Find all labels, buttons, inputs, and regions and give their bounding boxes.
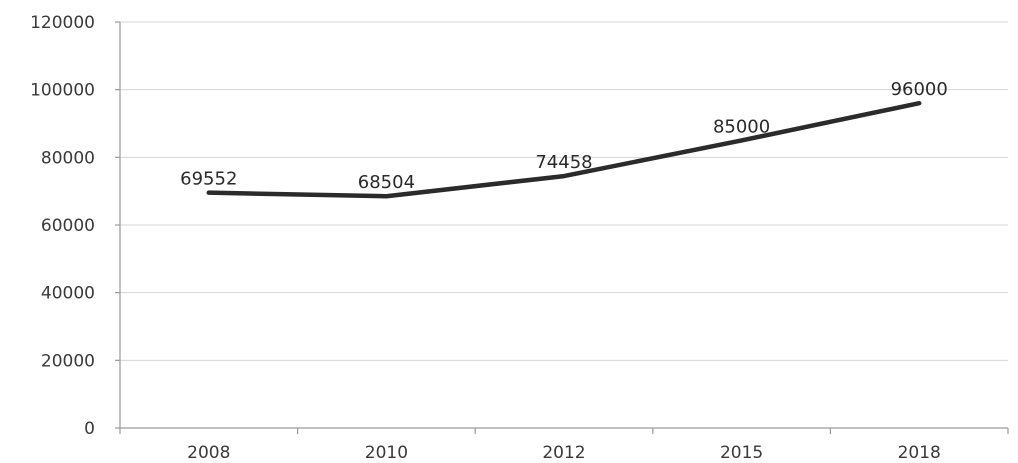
series-group [206, 100, 922, 199]
y-tick-label: 100000 [30, 81, 95, 101]
x-tick-label: 2015 [720, 443, 763, 463]
y-tick-label: 80000 [41, 148, 95, 168]
y-tick-label: 120000 [30, 13, 95, 33]
x-tick-label: 2018 [898, 443, 941, 463]
data-label: 68504 [358, 172, 415, 193]
x-tick-label: 2010 [365, 443, 408, 463]
data-labels: 69552 68504 74458 85000 96000 [180, 79, 948, 193]
axes [115, 21, 1009, 434]
y-tick-label: 40000 [41, 284, 95, 304]
data-label: 69552 [180, 169, 237, 190]
x-axis-tick-labels: 2008 2010 2012 2015 2018 [187, 443, 941, 463]
data-label: 74458 [535, 152, 592, 173]
y-tick-label: 20000 [41, 351, 95, 371]
series-line [206, 100, 922, 199]
y-tick-label: 0 [84, 419, 95, 439]
x-tick-label: 2012 [542, 443, 585, 463]
x-tick-label: 2008 [187, 443, 230, 463]
data-label: 85000 [713, 116, 770, 137]
y-axis-tick-labels: 0 20000 40000 60000 80000 100000 120000 [30, 13, 95, 439]
y-tick-label: 60000 [41, 216, 95, 236]
gridlines [120, 21, 1008, 361]
data-label: 96000 [891, 79, 948, 100]
